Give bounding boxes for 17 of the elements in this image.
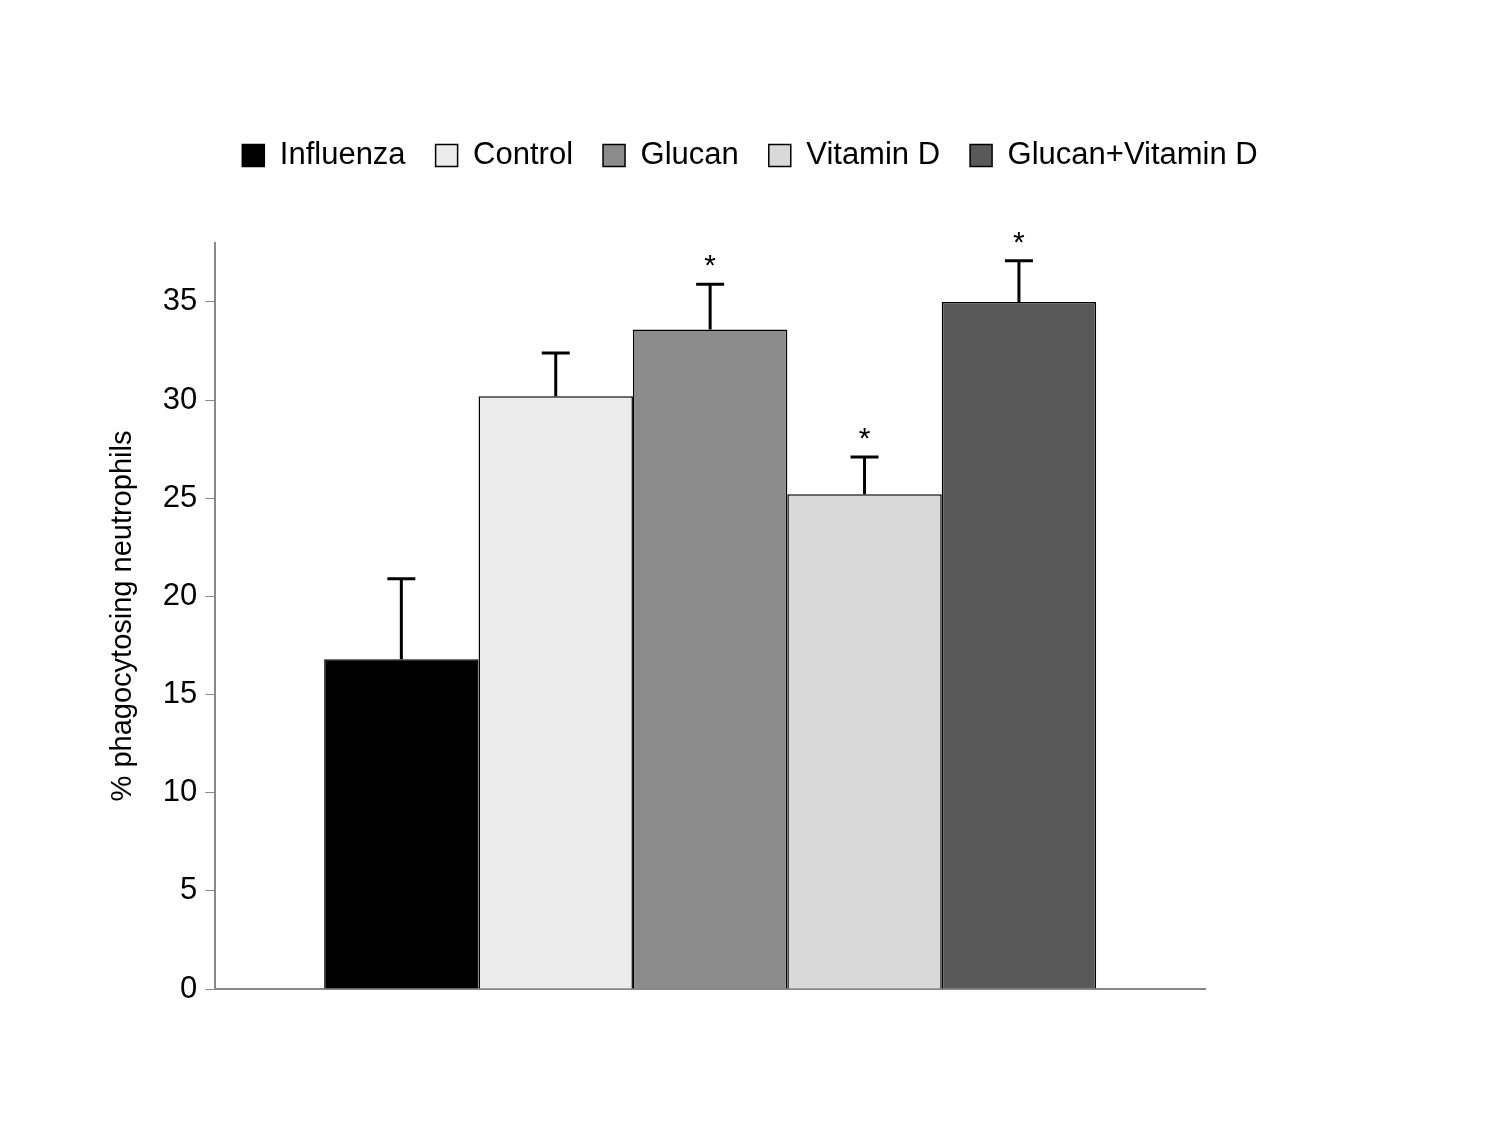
- y-tick-label: 10: [162, 773, 198, 809]
- y-axis-title: % phagocytosing neutrophils: [105, 430, 138, 802]
- y-tick-label: 35: [162, 282, 198, 318]
- legend-label: Control: [473, 136, 574, 172]
- data-label: *: [1013, 224, 1026, 258]
- data-label: *: [704, 248, 717, 282]
- y-tick-label: 30: [162, 380, 198, 416]
- data-label: *: [858, 421, 871, 455]
- y-tick-label: 25: [162, 478, 198, 514]
- y-tick-label: 15: [162, 675, 198, 711]
- legend-label: Influenza: [279, 136, 407, 172]
- y-tick-label: 20: [162, 576, 198, 612]
- legend-label: Vitamin D: [806, 136, 941, 172]
- y-tick-label: 0: [180, 969, 198, 1005]
- legend-label: Glucan: [640, 136, 739, 172]
- legend-label: Glucan+Vitamin D: [1007, 136, 1258, 172]
- y-tick-label: 5: [180, 871, 198, 907]
